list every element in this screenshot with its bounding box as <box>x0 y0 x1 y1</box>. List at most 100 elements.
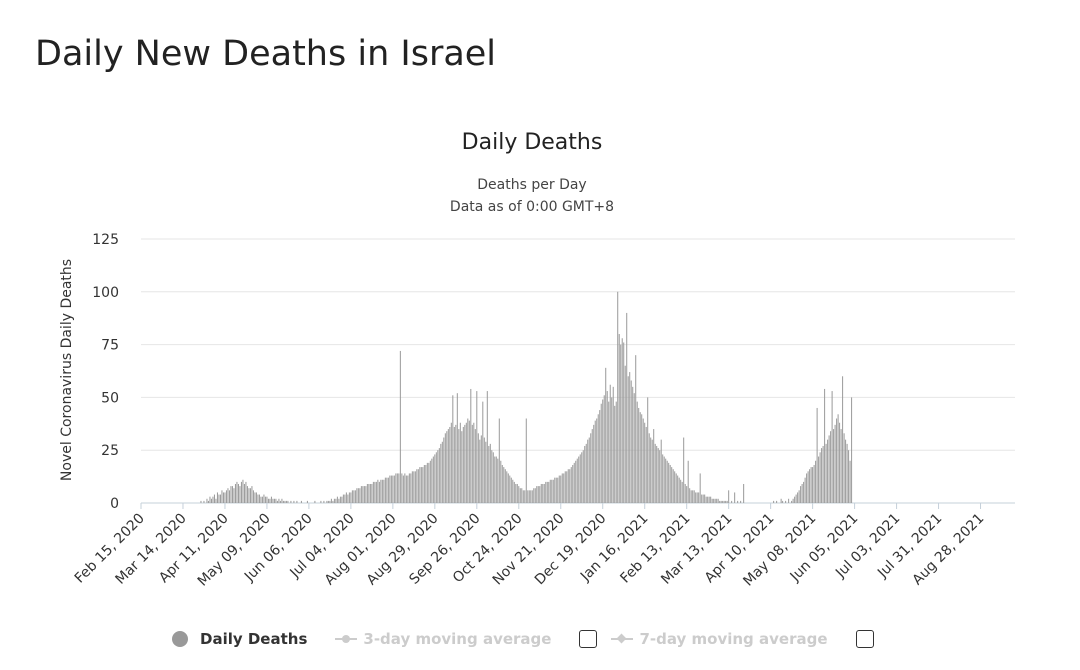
bar[interactable] <box>372 481 374 503</box>
bar[interactable] <box>537 486 539 503</box>
bar[interactable] <box>306 500 308 503</box>
bar[interactable] <box>468 420 470 503</box>
bar[interactable] <box>234 483 236 503</box>
bar[interactable] <box>437 450 439 503</box>
bar[interactable] <box>506 471 508 503</box>
bar[interactable] <box>743 483 745 503</box>
bar[interactable] <box>594 420 596 503</box>
bar[interactable] <box>624 365 626 503</box>
bar[interactable] <box>435 452 437 503</box>
bar[interactable] <box>689 488 691 503</box>
bar[interactable] <box>545 481 547 503</box>
bar[interactable] <box>354 490 356 503</box>
bar[interactable] <box>381 479 383 503</box>
bar[interactable] <box>725 500 727 503</box>
bar[interactable] <box>797 492 799 503</box>
bar[interactable] <box>290 500 292 503</box>
bar[interactable] <box>659 450 661 503</box>
bar[interactable] <box>540 483 542 503</box>
bar[interactable] <box>510 477 512 503</box>
bar[interactable] <box>806 473 808 503</box>
bar[interactable] <box>377 479 379 503</box>
bar[interactable] <box>815 460 817 503</box>
bar[interactable] <box>555 477 557 503</box>
bar[interactable] <box>788 498 790 503</box>
bar[interactable] <box>615 401 617 503</box>
bar[interactable] <box>225 490 227 503</box>
bar[interactable] <box>791 500 793 503</box>
bar[interactable] <box>482 401 484 503</box>
bar[interactable] <box>218 494 220 503</box>
bar[interactable] <box>417 469 419 503</box>
bar[interactable] <box>536 486 538 503</box>
bar[interactable] <box>219 494 221 503</box>
bar[interactable] <box>657 448 659 503</box>
bar[interactable] <box>483 437 485 503</box>
bar[interactable] <box>375 481 377 503</box>
bar[interactable] <box>834 424 836 503</box>
bar[interactable] <box>470 388 472 503</box>
bar[interactable] <box>443 437 445 503</box>
bar[interactable] <box>719 500 721 503</box>
bar[interactable] <box>215 498 217 503</box>
bar[interactable] <box>242 479 244 503</box>
bar[interactable] <box>356 488 358 503</box>
bar[interactable] <box>692 490 694 503</box>
bar[interactable] <box>336 496 338 503</box>
bar[interactable] <box>524 490 526 503</box>
bar[interactable] <box>240 481 242 503</box>
bar[interactable] <box>701 494 703 503</box>
bar[interactable] <box>638 407 640 503</box>
bar[interactable] <box>465 422 467 503</box>
bar[interactable] <box>332 500 334 503</box>
bar[interactable] <box>675 473 677 503</box>
bar[interactable] <box>209 496 211 503</box>
bar[interactable] <box>216 492 218 503</box>
bar[interactable] <box>605 367 607 503</box>
bar[interactable] <box>270 496 272 503</box>
bar[interactable] <box>596 418 598 503</box>
bar[interactable] <box>236 481 238 503</box>
bar[interactable] <box>495 456 497 503</box>
bar[interactable] <box>636 401 638 503</box>
bar[interactable] <box>500 460 502 503</box>
bar[interactable] <box>230 486 232 503</box>
bar[interactable] <box>461 431 463 503</box>
bar[interactable] <box>681 481 683 503</box>
bar[interactable] <box>693 490 695 503</box>
bar[interactable] <box>563 473 565 503</box>
bar[interactable] <box>257 494 259 503</box>
bar[interactable] <box>350 492 352 503</box>
bar[interactable] <box>348 492 350 503</box>
bar[interactable] <box>653 429 655 503</box>
bar[interactable] <box>455 424 457 503</box>
bar[interactable] <box>335 498 337 503</box>
bar[interactable] <box>807 471 809 503</box>
bar[interactable] <box>402 475 404 503</box>
bar[interactable] <box>587 439 589 503</box>
toggle-3-day-average-checkbox[interactable] <box>579 630 598 648</box>
bar[interactable] <box>392 475 394 503</box>
bar[interactable] <box>599 410 601 503</box>
bar[interactable] <box>737 500 739 503</box>
bar[interactable] <box>827 439 829 503</box>
bar[interactable] <box>572 464 574 503</box>
bar[interactable] <box>663 456 665 503</box>
bar[interactable] <box>695 492 697 503</box>
bar[interactable] <box>669 464 671 503</box>
bar[interactable] <box>210 498 212 503</box>
bar[interactable] <box>489 443 491 503</box>
bar[interactable] <box>399 350 401 503</box>
bar[interactable] <box>207 500 209 503</box>
bar[interactable] <box>408 473 410 503</box>
bar[interactable] <box>434 454 436 503</box>
bar[interactable] <box>564 471 566 503</box>
bar[interactable] <box>285 500 287 503</box>
bar[interactable] <box>782 500 784 503</box>
bar[interactable] <box>723 500 725 503</box>
bar[interactable] <box>420 467 422 503</box>
bar[interactable] <box>395 473 397 503</box>
bar[interactable] <box>227 488 229 503</box>
bar[interactable] <box>618 334 620 503</box>
bar[interactable] <box>389 475 391 503</box>
